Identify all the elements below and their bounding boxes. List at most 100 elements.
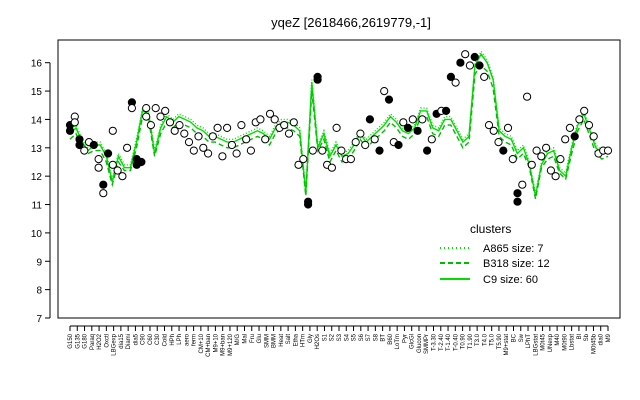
data-point: [94, 163, 103, 172]
data-point: [223, 123, 232, 133]
x-tick-label: CM+ban: [206, 334, 212, 357]
x-tick-label: LBGexp: [112, 333, 118, 355]
data-point: [442, 106, 451, 116]
data-point: [127, 104, 136, 113]
data-point: [542, 143, 551, 152]
x-tick-label: M9+120: [228, 333, 234, 356]
data-point: [294, 160, 303, 169]
x-tick-label: T0.90: [461, 333, 467, 349]
data-point: [361, 140, 370, 150]
x-tick-label: HTm: [301, 334, 307, 347]
x-tick-label: T-1.40: [446, 333, 452, 351]
data-point: [475, 61, 484, 70]
data-point: [546, 166, 556, 175]
x-tick-label: M40: [555, 333, 561, 345]
x-tick-label: HPh: [170, 334, 176, 346]
x-tick-label: CM+10: [199, 333, 205, 353]
data-point: [537, 152, 546, 161]
data-point: [337, 146, 346, 155]
data-point: [484, 121, 494, 130]
data-point: [532, 146, 541, 155]
x-tick-label: Mal: [242, 334, 248, 344]
x-tick-label: Pyr: [402, 334, 408, 343]
x-tick-label: Cold: [163, 334, 169, 346]
x-tick-label: S8: [373, 333, 379, 341]
data-point: [104, 149, 113, 158]
data-point: [589, 132, 598, 141]
data-point: [427, 135, 436, 144]
x-tick-label: G180: [83, 333, 89, 348]
legend-entry-a865: A865 size: 7: [483, 243, 544, 255]
x-tick-label: C60: [148, 333, 154, 345]
data-point: [232, 149, 241, 158]
data-point: [356, 129, 365, 138]
data-point: [118, 172, 127, 181]
x-tick-label: T3.0: [475, 333, 481, 346]
data-point: [137, 157, 146, 167]
x-tick-label: BT: [381, 334, 387, 342]
data-point: [465, 61, 474, 70]
data-points: [65, 50, 613, 209]
data-point: [289, 118, 298, 127]
data-point: [99, 180, 108, 189]
x-tick-label: C90: [141, 333, 147, 345]
x-tick-label: T5.0: [490, 333, 496, 346]
y-tick-label: 10: [31, 229, 43, 240]
data-point: [408, 115, 417, 124]
data-point: [108, 160, 117, 169]
x-tick-label: M/G: [235, 334, 241, 346]
legend: clusters A865 size: 7 B318 size: 12 C9 s…: [440, 222, 550, 286]
x-tick-label: BC: [511, 333, 517, 342]
data-point: [151, 104, 160, 113]
series-line-dotted: [69, 49, 609, 194]
x-tick-label: S5: [352, 333, 358, 341]
data-point: [365, 115, 374, 124]
data-point: [180, 129, 189, 138]
x-tick-label: Diami: [126, 334, 132, 349]
data-point: [99, 189, 108, 198]
data-point: [299, 155, 308, 164]
x-tick-label: dia15: [119, 333, 125, 348]
data-point: [227, 140, 236, 150]
x-tick-label: T1.90: [468, 333, 474, 349]
data-point: [246, 146, 255, 155]
data-point: [184, 138, 194, 147]
x-tick-label: M0t45b: [591, 333, 597, 354]
legend-title: clusters: [470, 222, 511, 236]
x-tick-label: Sb: [584, 333, 590, 341]
data-point: [218, 152, 227, 161]
data-point: [494, 138, 503, 147]
data-point: [113, 166, 122, 175]
x-tick-label: M9: [606, 333, 612, 342]
data-point: [451, 78, 460, 87]
y-tick-label: 9: [36, 257, 42, 268]
x-tick-label: Sw: [519, 333, 525, 342]
x-tick-label: T-2.40: [439, 333, 445, 351]
x-tick-label: dia0: [599, 333, 605, 345]
x-tick-label: Gly: [308, 334, 314, 343]
x-tick-label: Lbstat: [570, 334, 576, 351]
x-tick-label: SMM: [264, 334, 270, 348]
data-point: [346, 155, 355, 164]
data-point: [584, 121, 594, 130]
plot-border: [57, 39, 621, 319]
data-point: [508, 155, 517, 164]
x-tick-label: S2: [330, 333, 336, 341]
data-point: [503, 123, 513, 133]
data-point: [351, 138, 360, 147]
x-tick-label: LBGstat: [533, 334, 539, 356]
data-point: [556, 155, 565, 164]
data-point: [89, 140, 98, 150]
x-tick-label: Heat: [279, 334, 285, 347]
data-point: [308, 146, 317, 155]
data-point: [75, 135, 84, 144]
x-tick-label: aero: [184, 333, 190, 346]
x-tick-label: M0t90: [562, 333, 568, 350]
data-point: [70, 118, 79, 127]
x-tick-label: S6: [359, 333, 365, 341]
data-point: [304, 200, 313, 209]
x-tick-label: H2O2: [97, 333, 103, 349]
data-point: [570, 132, 579, 141]
data-point: [418, 115, 427, 124]
